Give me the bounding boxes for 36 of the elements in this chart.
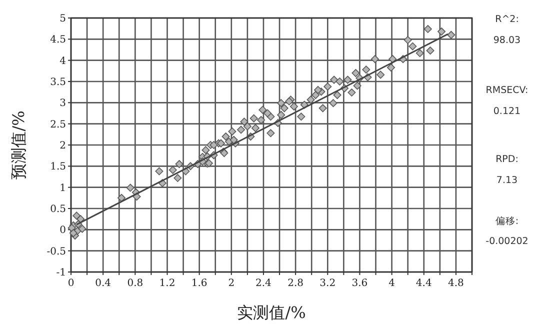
text: 98.03: [493, 35, 521, 46]
text: 7.13: [496, 175, 518, 186]
x-tick-label: 0: [68, 278, 74, 289]
y-tick-label: 5: [60, 14, 66, 24]
x-tick-label: 4: [388, 278, 395, 289]
y-tick-label: 3.5: [50, 77, 66, 88]
y-tick-label: 2: [60, 140, 66, 152]
y-tick-label: 3: [60, 98, 66, 110]
y-tick-label: 4: [60, 56, 66, 67]
x-tick-label: 1.2: [159, 278, 176, 289]
y-tick-label: -0.5: [46, 246, 66, 258]
y-tick-label: 0.5: [50, 204, 66, 215]
x-tick-label: 0.4: [95, 278, 112, 289]
x-tick-label: 2.4: [256, 278, 272, 289]
x-tick-label: 2: [228, 278, 235, 289]
text: RPD:: [496, 154, 518, 165]
x-tick-label: 1.6: [191, 278, 208, 289]
y-tick-label: 4.5: [50, 34, 66, 46]
y-tick-label: 2.5: [50, 119, 66, 130]
x-tick-label: 4.4: [416, 278, 432, 289]
x-tick-label: 0.8: [127, 278, 144, 289]
y-tick-label: 1: [60, 182, 66, 194]
x-tick-label: 3.2: [320, 278, 336, 289]
text: -0.00202: [486, 236, 528, 247]
text: RMSECV:: [486, 85, 528, 96]
x-tick-label: 2.8: [288, 278, 304, 289]
y-axis-title: 预测值/%: [9, 110, 28, 180]
y-tick-label: -1: [56, 268, 66, 278]
x-tick-label: 3.6: [352, 278, 368, 289]
x-tick-label: 4.8: [448, 278, 464, 289]
x-axis-title: 实测值/%: [237, 303, 306, 322]
y-tick-label: 0: [60, 225, 66, 236]
text: 0.121: [493, 106, 521, 117]
y-tick-label: 1.5: [50, 162, 66, 173]
text: R^2:: [495, 14, 519, 25]
text: 偏移:: [495, 215, 519, 227]
